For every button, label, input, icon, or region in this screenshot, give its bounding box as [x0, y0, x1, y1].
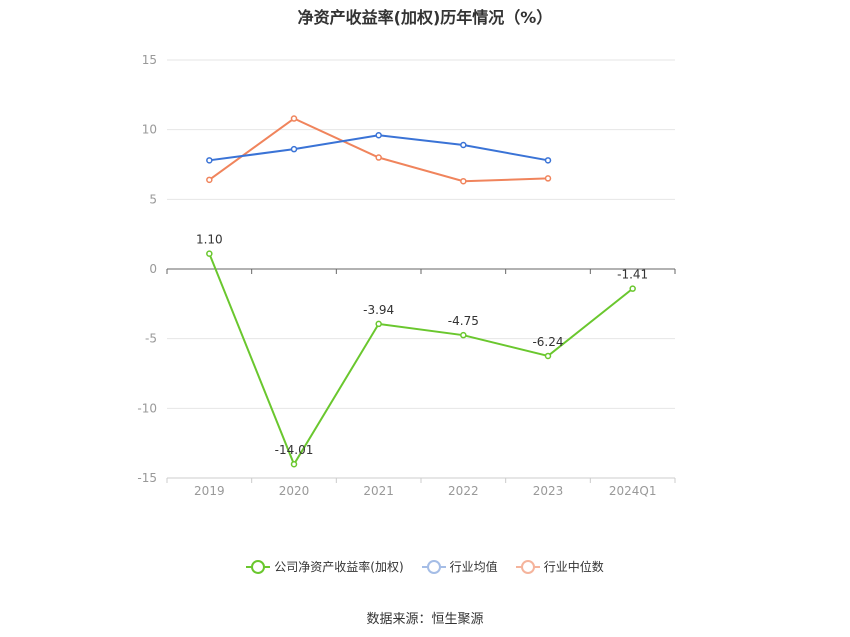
data-point — [544, 175, 552, 182]
legend-dot — [426, 559, 441, 574]
legend-line-icon — [515, 559, 540, 574]
y-axis-ticks: 15 10 5 0 -5 -10 -15 — [137, 53, 157, 485]
x-tick-label: 2022 — [448, 484, 479, 498]
legend-item-industry-mean[interactable]: 行业均值 — [421, 558, 498, 575]
data-point — [460, 331, 467, 339]
x-tick-label: 2024Q1 — [609, 484, 657, 498]
data-label: 1.10 — [196, 233, 223, 247]
x-tick-label: 2020 — [279, 484, 310, 498]
x-axis: 2019 2020 2021 2022 2023 2024Q1 — [166, 268, 676, 498]
data-labels: 1.10 -14.01 -3.94 -4.75 -6.24 -1.41 — [196, 233, 648, 458]
data-point — [206, 250, 213, 257]
line-chart: 15 10 5 0 -5 -10 -15 2019 2020 2021 2022 2023 2024Q… — [137, 53, 676, 498]
data-point — [460, 177, 467, 185]
y-tick-label: 15 — [142, 53, 157, 67]
legend-line-icon — [421, 559, 446, 574]
data-point — [544, 157, 552, 164]
series-line — [208, 117, 549, 183]
legend-label: 行业均值 — [449, 560, 498, 574]
data-point — [206, 176, 213, 184]
data-label: -3.94 — [363, 303, 394, 317]
x-tick-label: 2023 — [533, 484, 564, 498]
legend: 公司净资产收益率(加权) 行业均值 行业中位数 — [0, 558, 850, 575]
legend-item-company[interactable]: 公司净资产收益率(加权) — [246, 558, 404, 575]
data-point — [206, 157, 213, 164]
data-point — [629, 285, 636, 292]
data-point — [375, 320, 382, 328]
data-source: 数据来源：恒生聚源 — [366, 612, 484, 627]
data-point — [544, 352, 552, 360]
series-layer — [206, 115, 636, 468]
y-tick-label: -10 — [137, 401, 157, 415]
y-tick-label: 5 — [149, 192, 157, 206]
y-tick-label: -5 — [145, 332, 157, 346]
legend-label: 行业中位数 — [543, 560, 604, 574]
y-tick-label: -15 — [137, 471, 157, 485]
data-point — [290, 115, 298, 122]
series-line — [208, 253, 634, 467]
legend-label: 公司净资产收益率(加权) — [274, 560, 404, 574]
data-point — [460, 141, 467, 149]
data-label: -14.01 — [275, 443, 314, 457]
legend-dot — [251, 559, 266, 574]
data-label: -4.75 — [448, 314, 479, 328]
data-point — [375, 154, 382, 161]
data-label: -6.24 — [532, 335, 563, 349]
legend-item-industry-median[interactable]: 行业中位数 — [515, 558, 604, 575]
data-point — [290, 145, 298, 153]
x-tick-label: 2019 — [194, 484, 225, 498]
data-point — [290, 460, 298, 468]
data-label: -1.41 — [617, 268, 648, 282]
grid-lines — [167, 59, 675, 479]
chart-title: 净资产收益率(加权)历年情况（%） — [297, 8, 553, 27]
x-tick-label: 2021 — [363, 484, 394, 498]
legend-dot — [520, 559, 535, 574]
y-tick-label: 0 — [149, 262, 157, 276]
y-tick-label: 10 — [142, 123, 157, 137]
data-point — [375, 131, 382, 139]
legend-line-icon — [246, 559, 271, 574]
